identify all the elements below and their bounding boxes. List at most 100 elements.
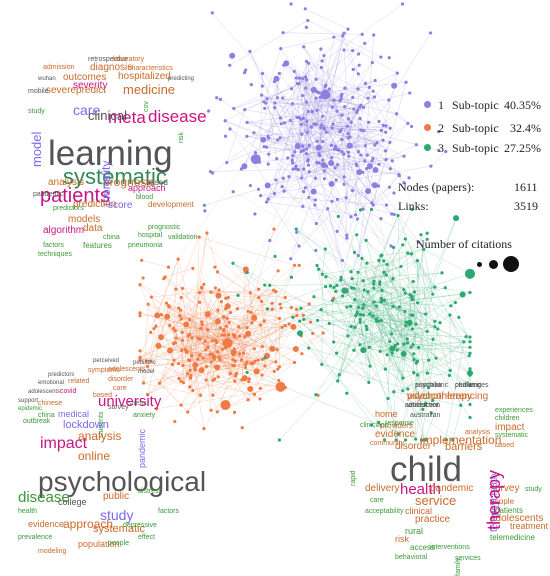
network-node [352,68,355,71]
network-node [355,111,358,114]
cloud-word: admission [43,64,75,71]
network-node [276,348,279,351]
network-node [381,289,384,292]
network-node [247,380,250,383]
network-node [265,183,271,189]
network-node [271,302,274,305]
network-node [314,177,317,180]
network-node [180,296,183,299]
cloud-word: pandemic [33,191,63,198]
network-node [324,275,327,278]
cloud-word: behavioral [395,554,427,561]
network-node [328,160,334,166]
network-node [396,72,399,75]
network-node [372,280,375,283]
network-node [353,298,356,301]
cloud-word: effect [138,534,155,541]
network-node [293,346,299,352]
cloud-word: therapy [485,470,503,530]
network-node [293,361,296,364]
cloud-word: challenges [455,382,488,389]
network-node [207,109,210,112]
network-node [337,215,340,218]
network-node [380,129,383,132]
cloud-word: adolescents [28,389,60,395]
network-node [384,124,387,127]
network-node [347,136,350,139]
network-node [189,369,192,372]
network-node [177,306,180,309]
network-node [216,270,219,273]
links-value: 3519 [514,199,538,214]
network-node [362,313,365,316]
network-node [276,382,286,392]
network-node [177,258,180,261]
legend-dot-subtopic-3 [424,144,431,151]
network-node [249,311,252,314]
network-node [332,99,335,102]
network-node [321,159,324,162]
network-node [365,188,371,194]
network-node [347,143,353,149]
network-node [276,138,279,141]
cloud-word: services [455,555,481,562]
network-node [274,178,277,181]
network-node [367,163,373,169]
network-node [185,350,188,353]
network-node [457,316,460,319]
network-node [278,303,281,306]
network-node [402,288,405,291]
network-node [265,97,268,100]
network-node [388,340,391,343]
network-node [355,162,358,165]
network-node [396,214,399,217]
network-node [449,304,452,307]
network-node [387,98,390,101]
network-node [297,330,303,336]
network-node [297,82,300,85]
network-node [262,100,265,103]
network-node [378,280,381,283]
cloud-word: distress [138,488,162,495]
network-node [431,293,434,296]
network-node [468,336,471,339]
network-node [224,346,227,349]
network-node [412,371,415,374]
network-node [358,343,361,346]
network-node [396,342,399,345]
network-node [385,204,388,207]
network-node [363,288,366,291]
network-node [222,342,225,345]
network-node [307,158,310,161]
network-node [278,365,281,368]
network-node [372,167,378,173]
network-node [313,203,316,206]
network-node [340,94,343,97]
network-node [360,257,363,260]
network-node [295,228,298,231]
network-node [426,232,429,235]
network-node [196,337,199,340]
network-node [412,352,415,355]
network-node [237,325,240,328]
network-link [324,129,385,132]
cloud-word: telemedicine [490,534,535,542]
network-node [449,369,452,372]
network-node [180,317,183,320]
network-node [290,324,296,330]
network-node [252,131,255,134]
network-node [371,157,374,160]
network-node [203,204,206,207]
cloud-word: practice [415,515,450,525]
legend-label-2: Sub-topic [452,121,499,136]
network-node [468,352,471,355]
network-node [325,131,328,134]
network-node [276,96,279,99]
network-node [140,259,143,262]
network-node [331,299,334,302]
network-node [382,124,385,127]
network-node [199,327,202,330]
network-node [282,177,285,180]
network-node [253,347,256,350]
network-node [297,168,300,171]
